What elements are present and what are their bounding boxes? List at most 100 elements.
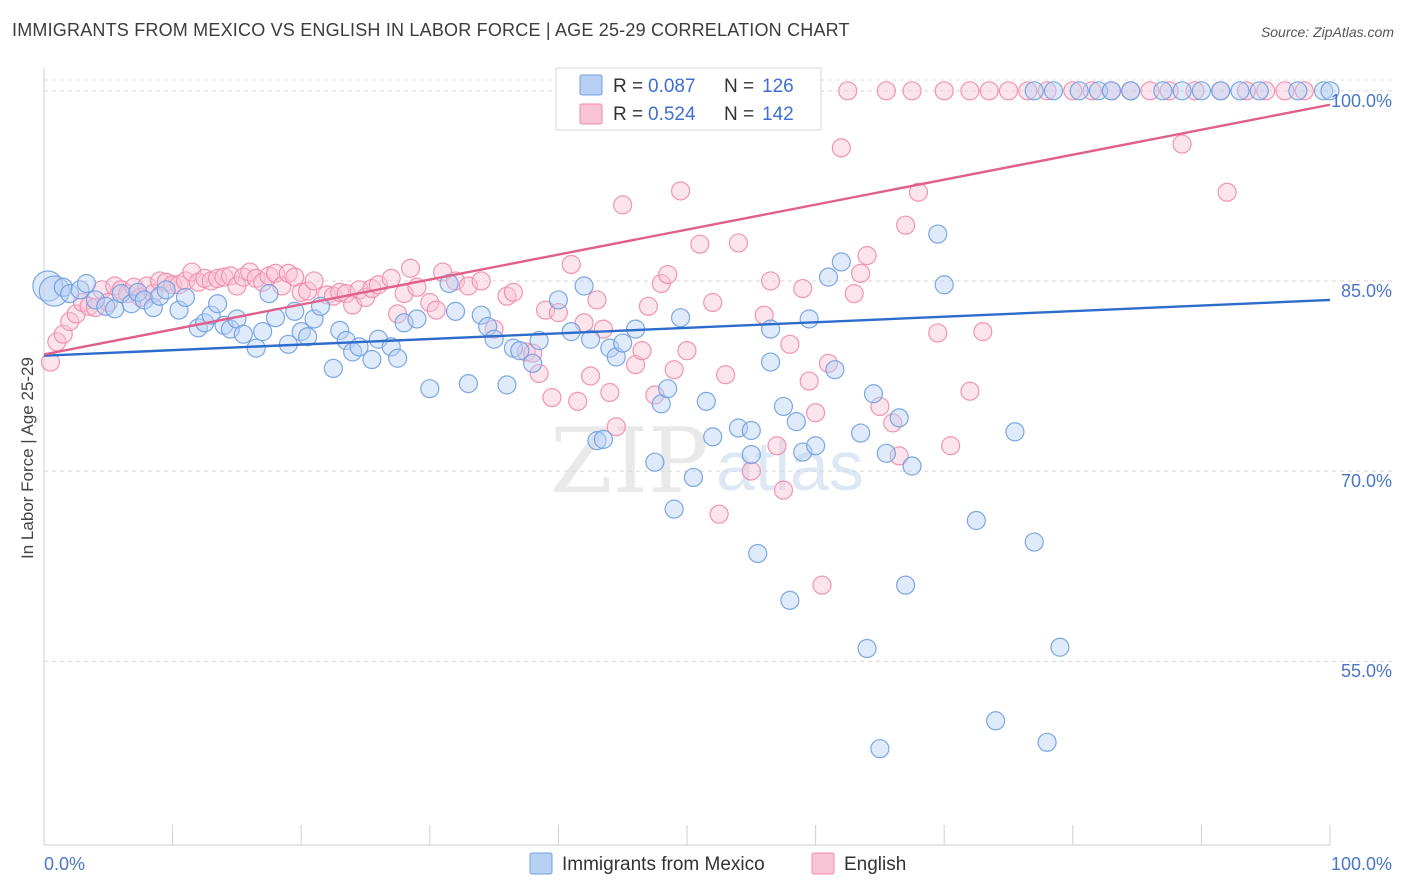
y-tick-label-70: 70.0% [1341,471,1392,491]
point-english-19 [163,275,183,295]
stats-r-value-mexico: 0.087 [648,76,696,97]
point-mexico-95 [870,739,890,759]
point-mexico-41 [362,349,382,370]
stats-n-value-english: 142 [762,104,794,125]
point-english-103 [812,575,832,595]
point-english-114 [928,323,948,343]
point-mexico-46 [407,309,427,329]
stats-r-label-english: R = [613,104,643,125]
point-mexico-92 [851,423,871,443]
point-english-93 [728,233,749,253]
stats-legend-swatch-english [579,103,603,125]
point-english-92 [715,365,736,385]
point-mexico-84 [780,590,800,610]
point-english-80 [625,355,646,375]
point-mexico-58 [529,330,549,351]
point-english-100 [793,278,813,299]
point-english-116 [960,381,980,401]
watermark: ZIP atlas [550,409,864,514]
point-english-89 [690,234,710,254]
point-mexico-122 [1320,81,1340,101]
point-mexico-121 [1313,81,1334,101]
point-english-3 [60,311,80,332]
legend-label-mexico: Immigrants from Mexico [562,854,765,875]
point-mexico-87 [799,309,819,329]
chart-source: Source: ZipAtlas.com [1260,24,1394,40]
point-mexico-63 [587,431,607,451]
point-english-88 [677,341,697,361]
x-ticks [43,825,1331,845]
point-english-135 [876,81,896,101]
point-mexico-53 [484,329,504,349]
point-mexico-106 [1037,732,1057,752]
point-english-57 [426,300,446,320]
point-english-74 [580,366,601,386]
y-tick-label-85: 85.0% [1341,281,1392,301]
point-mexico-114 [1153,81,1173,101]
point-english-117 [973,322,993,342]
point-english-40 [298,281,318,301]
point-mexico-89 [818,267,839,287]
point-mexico-21 [208,294,228,314]
point-english-85 [658,265,678,285]
point-mexico-72 [664,499,684,519]
point-english-91 [709,504,729,524]
point-english-132 [1256,81,1276,101]
point-mexico-59 [548,290,569,310]
axes [43,68,1331,846]
y-axis-title: In Labor Force | Age 25-29 [18,357,37,559]
point-english-130 [1217,182,1237,202]
series-mexico-points [32,81,1340,759]
point-mexico-61 [574,276,594,296]
point-english-71 [561,254,581,275]
point-mexico-26 [246,338,266,358]
point-english-2 [53,324,73,344]
y-tick-labels: 55.0% 70.0% 85.0% 100.0% [1331,91,1392,681]
point-mexico-11 [128,282,148,302]
point-mexico-110 [1069,81,1089,101]
point-english-106 [844,284,864,304]
point-mexico-45 [394,313,414,333]
point-mexico-85 [786,412,806,432]
point-english-56 [420,292,440,313]
point-english-127 [1172,134,1192,154]
point-english-137 [934,81,954,101]
point-english-90 [703,292,723,313]
point-mexico-28 [259,284,279,304]
point-mexico-115 [1172,81,1192,101]
point-english-75 [587,290,607,310]
point-mexico-34 [304,309,324,329]
point-mexico-83 [773,396,794,417]
point-mexico-5 [76,273,97,294]
point-mexico-51 [471,305,491,325]
point-english-112 [896,215,916,235]
point-mexico-109 [1024,81,1044,101]
stats-n-label-english: N = [724,104,754,125]
point-mexico-71 [658,379,678,399]
point-english-115 [941,436,961,456]
point-mexico-108 [1043,81,1064,101]
point-english-134 [1294,81,1314,101]
point-english-140 [838,81,858,101]
watermark-atlas: atlas [716,427,864,505]
point-english-105 [831,138,851,158]
point-english-69 [542,387,562,408]
point-english-121 [1063,81,1083,101]
point-mexico-37 [330,320,350,340]
point-mexico-10 [121,294,142,314]
trend-lines [43,103,1331,357]
point-english-139 [979,81,999,101]
point-mexico-47 [420,379,440,399]
point-mexico-96 [876,443,896,463]
point-mexico-25 [233,324,253,344]
point-mexico-49 [445,301,466,321]
stats-legend-swatch-mexico [579,74,603,96]
x-tick-label-max: 100.0% [1331,854,1392,874]
point-mexico-44 [388,348,408,368]
point-english-98 [773,480,794,500]
bottom-legend: Immigrants from Mexico English [529,852,906,875]
watermark-zip: ZIP [550,409,709,514]
point-english-54 [400,258,421,278]
point-english-97 [767,436,787,456]
point-mexico-103 [986,711,1006,731]
